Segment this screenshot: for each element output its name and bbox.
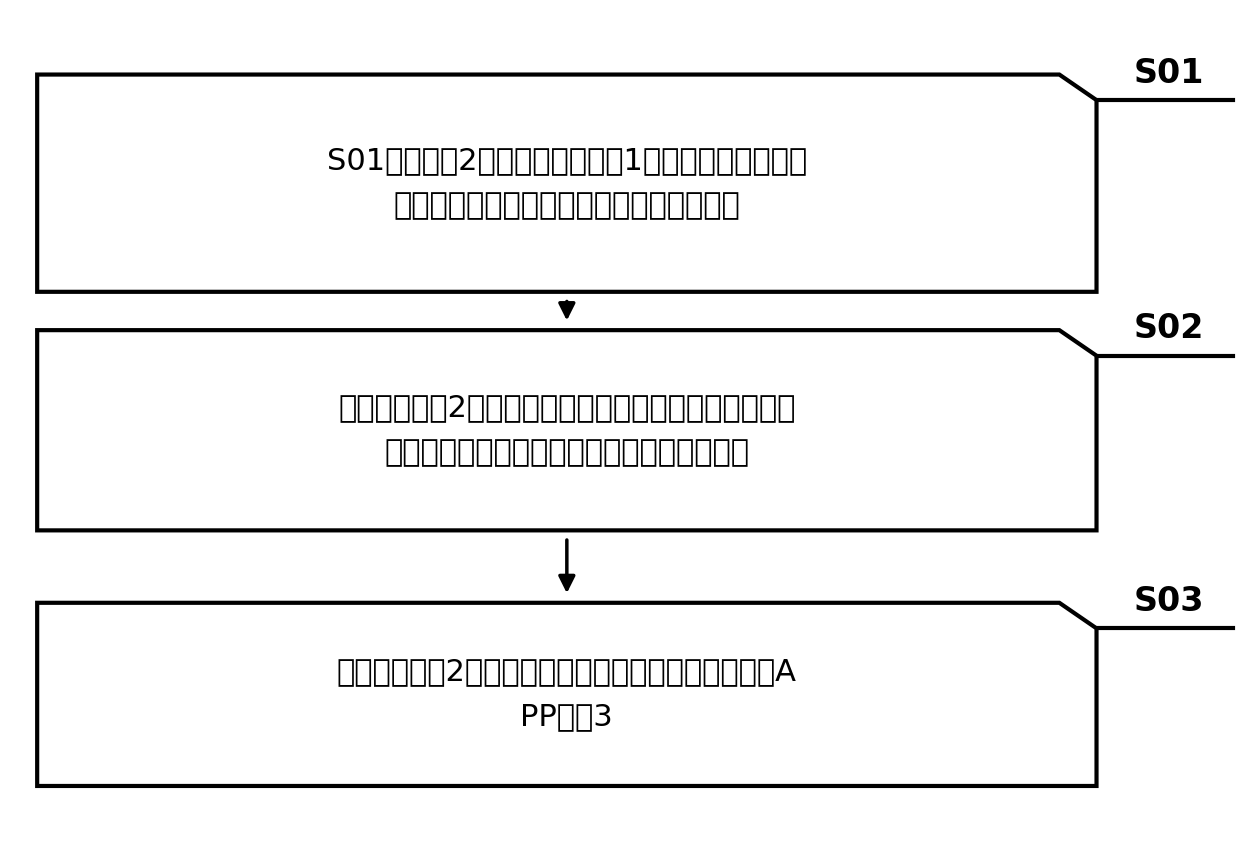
Polygon shape — [37, 330, 1097, 530]
Text: 所述云服务器2根据所述电能信息计算电能参数，所述电
能参数包括有功率、电压、电流及使用电量值: 所述云服务器2根据所述电能信息计算电能参数，所述电 能参数包括有功率、电压、电流… — [338, 394, 795, 467]
Text: 所述云服务器2将所述电能参数和环境参数推送至所述A
PP终端3: 所述云服务器2将所述电能参数和环境参数推送至所述A PP终端3 — [337, 658, 797, 731]
Polygon shape — [37, 603, 1097, 786]
Text: S01云服务器2接收参数采集模块1通过无线传感器网络
采集的负载设备的电能信息和周围环境参数: S01云服务器2接收参数采集模块1通过无线传感器网络 采集的负载设备的电能信息和… — [327, 147, 807, 220]
Text: S03: S03 — [1134, 585, 1204, 619]
Polygon shape — [37, 74, 1097, 291]
Text: S01: S01 — [1134, 57, 1204, 89]
Text: S02: S02 — [1134, 313, 1204, 346]
